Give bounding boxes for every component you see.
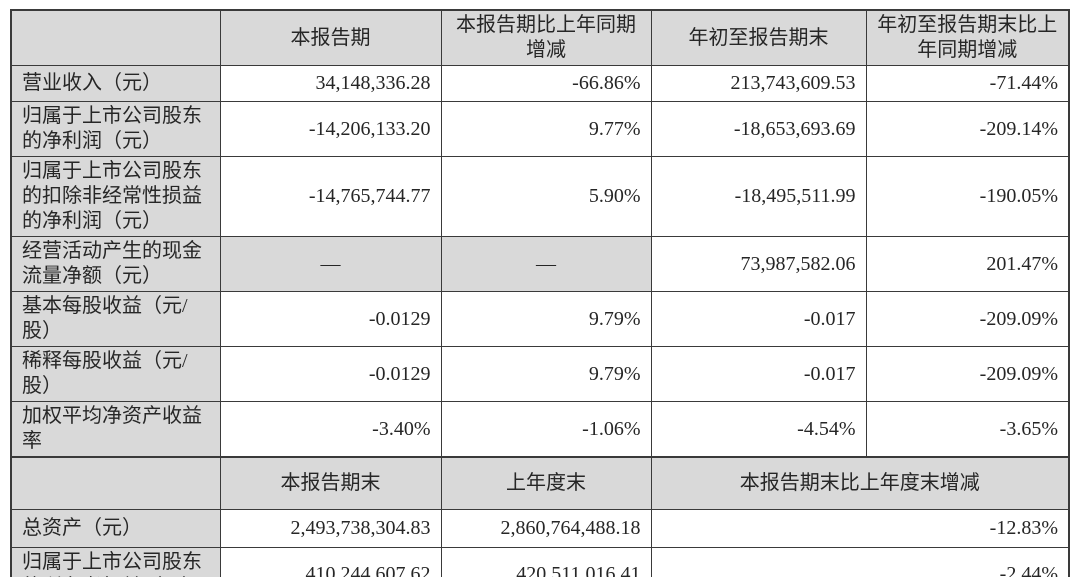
row-operating-revenue: 营业收入（元） 34,148,336.28 -66.86% 213,743,60… — [10, 65, 1070, 102]
cell-ytd-yoy: -209.09% — [865, 346, 1070, 402]
cell-ytd-yoy: 201.47% — [865, 236, 1070, 292]
row-label: 经营活动产生的现金流量净额（元） — [10, 236, 221, 292]
cell-ytd: -18,653,693.69 — [650, 101, 867, 157]
cell-ytd: -4.54% — [650, 401, 867, 458]
row-label: 总资产（元） — [10, 508, 221, 548]
header-prev-year-end: 上年度末 — [440, 456, 652, 510]
row-diluted-eps: 稀释每股收益（元/股） -0.0129 9.79% -0.017 -209.09… — [10, 346, 1070, 402]
cell-current-yoy: 5.90% — [440, 156, 652, 237]
row-label: 归属于上市公司股东的扣除非经常性损益的净利润（元） — [10, 156, 221, 237]
header-period-end-change: 本报告期末比上年度末增减 — [650, 456, 1070, 510]
header-row-period: 本报告期 本报告期比上年同期增减 年初至报告期末 年初至报告期末比上年同期增减 — [10, 9, 1070, 66]
cell-ytd: 73,987,582.06 — [650, 236, 867, 292]
cell-ytd: 213,743,609.53 — [650, 65, 867, 102]
cell-ytd: -18,495,511.99 — [650, 156, 867, 237]
cell-change: -2.44% — [650, 546, 1070, 577]
cell-current-empty: — — [219, 236, 442, 292]
cell-current-yoy: 9.79% — [440, 291, 652, 347]
row-net-profit-attributable: 归属于上市公司股东的净利润（元） -14,206,133.20 9.77% -1… — [10, 101, 1070, 157]
header-row-period-end: 本报告期末 上年度末 本报告期末比上年度末增减 — [10, 456, 1070, 510]
row-basic-eps: 基本每股收益（元/股） -0.0129 9.79% -0.017 -209.09… — [10, 291, 1070, 347]
corner-cell-2 — [10, 456, 221, 510]
key-financial-data-table: 本报告期 本报告期比上年同期增减 年初至报告期末 年初至报告期末比上年同期增减 … — [10, 9, 1070, 577]
cell-current: -14,206,133.20 — [219, 101, 442, 157]
cell-current: -0.0129 — [219, 291, 442, 347]
cell-current: -0.0129 — [219, 346, 442, 402]
cell-ytd-yoy: -209.09% — [865, 291, 1070, 347]
cell-ytd: -0.017 — [650, 291, 867, 347]
cell-prev-year-end: 420,511,016.41 — [440, 546, 652, 577]
cell-current: -14,765,744.77 — [219, 156, 442, 237]
cell-ytd-yoy: -3.65% — [865, 401, 1070, 458]
row-label: 营业收入（元） — [10, 65, 221, 102]
corner-cell — [10, 9, 221, 66]
cell-current-yoy: -66.86% — [440, 65, 652, 102]
header-current-period: 本报告期 — [219, 9, 442, 66]
row-label: 加权平均净资产收益率 — [10, 401, 221, 458]
row-equity-attributable: 归属于上市公司股东的所有者权益（元） 410,244,607.62 420,51… — [10, 546, 1070, 577]
cell-prev-year-end: 2,860,764,488.18 — [440, 508, 652, 548]
row-label: 归属于上市公司股东的净利润（元） — [10, 101, 221, 157]
cell-period-end: 2,493,738,304.83 — [219, 508, 442, 548]
cell-ytd-yoy: -190.05% — [865, 156, 1070, 237]
cell-current-yoy: 9.79% — [440, 346, 652, 402]
cell-current: 34,148,336.28 — [219, 65, 442, 102]
row-net-profit-excl-nonrecurring: 归属于上市公司股东的扣除非经常性损益的净利润（元） -14,765,744.77… — [10, 156, 1070, 237]
header-ytd: 年初至报告期末 — [650, 9, 867, 66]
row-operating-cash-flow: 经营活动产生的现金流量净额（元） — — 73,987,582.06 201.4… — [10, 236, 1070, 292]
cell-ytd-yoy: -71.44% — [865, 65, 1070, 102]
cell-period-end: 410,244,607.62 — [219, 546, 442, 577]
cell-current-yoy: -1.06% — [440, 401, 652, 458]
cell-current-yoy-empty: — — [440, 236, 652, 292]
cell-ytd: -0.017 — [650, 346, 867, 402]
row-total-assets: 总资产（元） 2,493,738,304.83 2,860,764,488.18… — [10, 508, 1070, 548]
row-label: 基本每股收益（元/股） — [10, 291, 221, 347]
cell-current: -3.40% — [219, 401, 442, 458]
cell-current-yoy: 9.77% — [440, 101, 652, 157]
header-ytd-yoy: 年初至报告期末比上年同期增减 — [865, 9, 1070, 66]
header-period-end: 本报告期末 — [219, 456, 442, 510]
header-current-period-yoy: 本报告期比上年同期增减 — [440, 9, 652, 66]
row-weighted-avg-roe: 加权平均净资产收益率 -3.40% -1.06% -4.54% -3.65% — [10, 401, 1070, 458]
row-label: 归属于上市公司股东的所有者权益（元） — [10, 546, 221, 577]
cell-ytd-yoy: -209.14% — [865, 101, 1070, 157]
row-label: 稀释每股收益（元/股） — [10, 346, 221, 402]
cell-change: -12.83% — [650, 508, 1070, 548]
